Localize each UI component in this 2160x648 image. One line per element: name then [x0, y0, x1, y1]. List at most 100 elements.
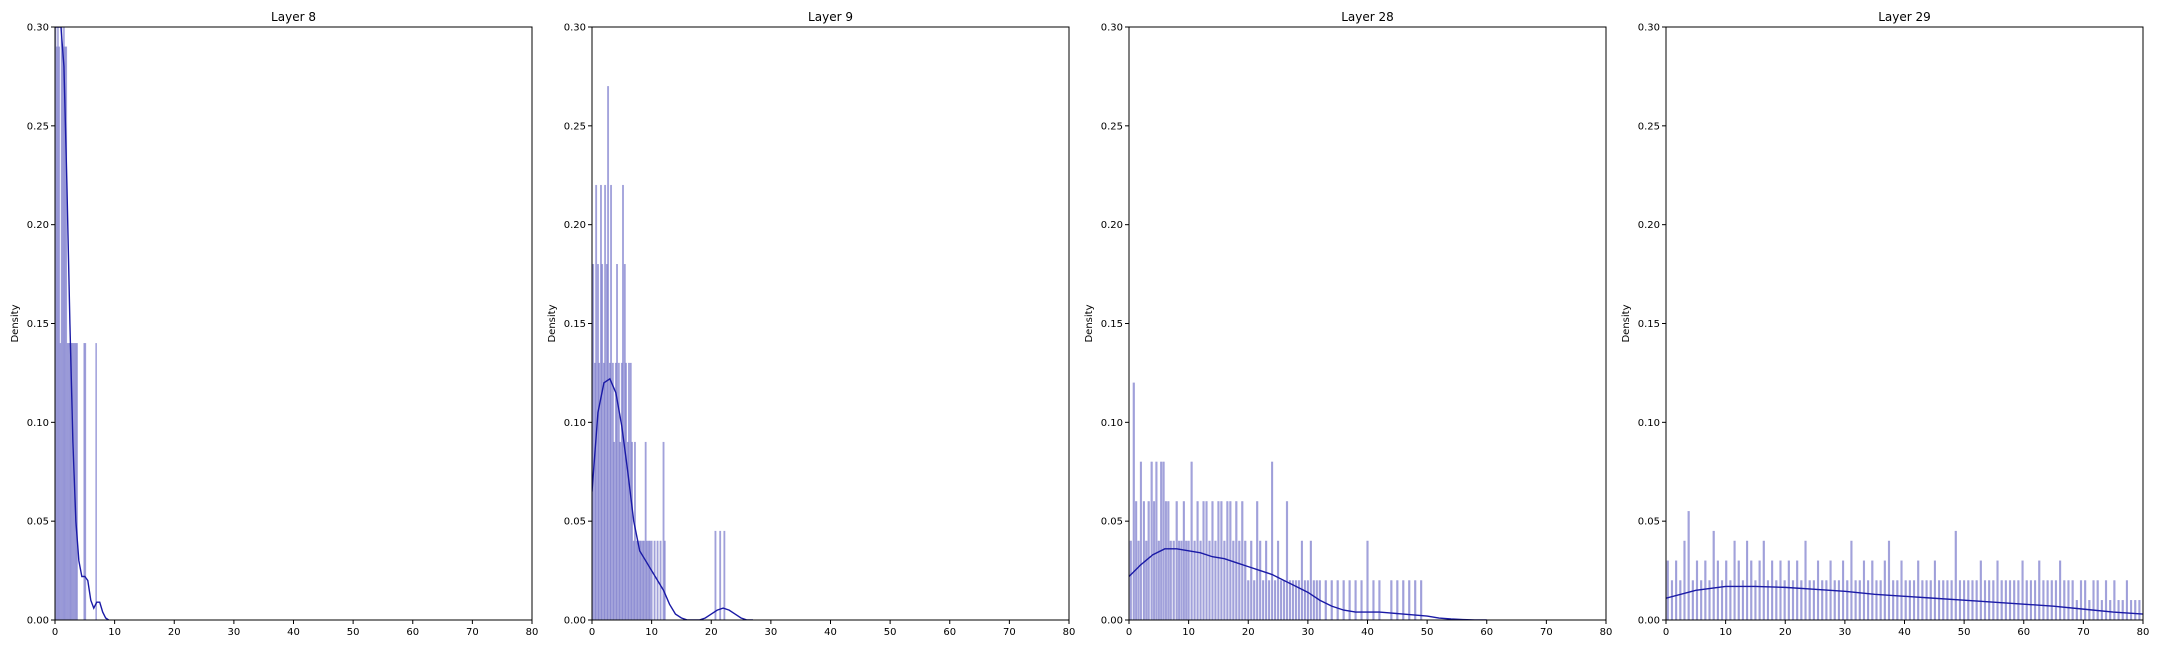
x-tick-label: 10 — [108, 627, 121, 638]
histogram-bar — [1155, 461, 1158, 620]
y-tick-label: 0.30 — [564, 23, 586, 34]
histogram-bar — [1821, 580, 1824, 620]
histogram-bar — [625, 362, 627, 620]
x-tick-label: 30 — [228, 627, 241, 638]
axes-frame — [54, 26, 533, 621]
histogram-bar — [1256, 501, 1259, 620]
x-tick-label: 50 — [347, 627, 360, 638]
histogram-bar — [1904, 580, 1907, 620]
x-tick-label: 50 — [884, 627, 897, 638]
histogram-bar — [598, 362, 601, 620]
x-tick-label: 0 — [1663, 627, 1669, 638]
histogram-bar — [1414, 580, 1417, 620]
x-tick-label: 60 — [1480, 627, 1493, 638]
x-tick-label: 10 — [645, 627, 658, 638]
histogram-bar — [1708, 580, 1711, 620]
histogram-bar — [95, 343, 97, 620]
x-tick-label: 80 — [526, 627, 539, 638]
histogram-bar — [1879, 580, 1882, 620]
histogram-bar — [2092, 580, 2095, 620]
histogram-bar — [1177, 540, 1181, 620]
histogram-bar — [1988, 580, 1991, 620]
histogram-bar — [2129, 600, 2133, 620]
histogram-bar — [1366, 540, 1369, 620]
y-tick-label: 0.05 — [27, 517, 49, 528]
histogram-bar — [1276, 540, 1280, 620]
histogram-bar — [1268, 580, 1271, 620]
plot-area — [1666, 511, 2143, 620]
histogram-bar — [1420, 580, 1423, 620]
histogram-bar — [1679, 580, 1682, 620]
histogram-bar — [1262, 580, 1265, 620]
histogram-bar — [1670, 580, 1674, 620]
histogram-bar — [610, 184, 613, 620]
histogram-bar — [2004, 580, 2007, 620]
histogram-bar — [1687, 511, 1690, 620]
histogram-bar — [2138, 600, 2141, 620]
histogram-bar — [1912, 580, 1916, 620]
histogram-bar — [1917, 560, 1920, 620]
histogram-bar — [1975, 580, 1978, 620]
histogram-bar — [1309, 540, 1312, 620]
histogram-bar — [2109, 600, 2112, 620]
histogram-bar — [1954, 530, 1957, 620]
histogram-bar — [1791, 580, 1795, 620]
histogram-bar — [1892, 580, 1895, 620]
histogram-bar — [2117, 600, 2120, 620]
histogram-bar — [653, 540, 656, 620]
histogram-bar — [1992, 580, 1995, 620]
y-tick-label: 0.05 — [1101, 517, 1123, 528]
histogram-bar — [1167, 501, 1170, 620]
y-tick-label: 0.15 — [1638, 319, 1660, 330]
histogram-bar — [1129, 540, 1132, 620]
histogram-bar — [1139, 461, 1143, 620]
histogram-bar — [1745, 540, 1749, 620]
histogram-bar — [1315, 580, 1318, 620]
histogram-bar — [1867, 580, 1870, 620]
histogram-bar — [1983, 580, 1987, 620]
histogram-bar — [1666, 560, 1669, 620]
x-tick-label: 80 — [1063, 627, 1076, 638]
histogram-bar — [1704, 560, 1707, 620]
histogram-bar — [1733, 540, 1736, 620]
y-tick-label: 0.10 — [1638, 418, 1660, 429]
x-tick-label: 80 — [2137, 627, 2150, 638]
histogram-bar — [1787, 560, 1790, 620]
histogram-bar — [1854, 580, 1857, 620]
x-tick-label: 60 — [2017, 627, 2030, 638]
histogram-bar — [607, 86, 610, 620]
histogram-bar — [631, 441, 633, 620]
chart-title: Layer 29 — [1878, 10, 1931, 24]
histogram-bar — [1220, 501, 1223, 620]
histogram-bar — [644, 441, 647, 620]
histogram-bar — [642, 540, 645, 620]
chart-panel-4: 0 10 20 30 40 50 60 70 80 0.00 0.05 0.10 0.15 0.20 0.2… — [1621, 10, 2149, 638]
histogram-bar — [1244, 540, 1247, 620]
y-axis-label: Density — [1621, 304, 1632, 342]
histogram-bar — [1214, 540, 1217, 620]
histogram-bar — [1147, 501, 1150, 620]
histogram-bar — [1925, 580, 1928, 620]
histogram-bar — [1232, 540, 1235, 620]
chart-panel-1: 0 10 20 30 40 50 60 70 80 0.00 0.05 0.10 0.15 0.20 0.2… — [10, 10, 538, 638]
histogram-bar — [645, 540, 648, 620]
histogram-bar — [1796, 560, 1799, 620]
y-axis-label: Density — [1084, 304, 1095, 342]
histogram-bar — [1259, 540, 1262, 620]
histogram-bar — [2121, 600, 2124, 620]
histogram-bar — [1169, 540, 1172, 620]
x-tick-label: 0 — [589, 627, 595, 638]
histogram-bar — [619, 441, 621, 620]
histogram-bar — [1247, 580, 1250, 620]
y-tick-label: 0.00 — [564, 616, 586, 627]
axes-frame — [1665, 26, 2144, 621]
y-tick-label: 0.05 — [564, 517, 586, 528]
histogram-bar — [636, 540, 639, 620]
histogram-bar — [714, 530, 717, 620]
histogram-bar — [2113, 580, 2116, 620]
x-tick-label: 50 — [1958, 627, 1971, 638]
histogram-bar — [1330, 580, 1333, 620]
histogram-bar — [1241, 501, 1244, 620]
histogram-bar — [2063, 580, 2066, 620]
x-tick-label: 40 — [287, 627, 300, 638]
